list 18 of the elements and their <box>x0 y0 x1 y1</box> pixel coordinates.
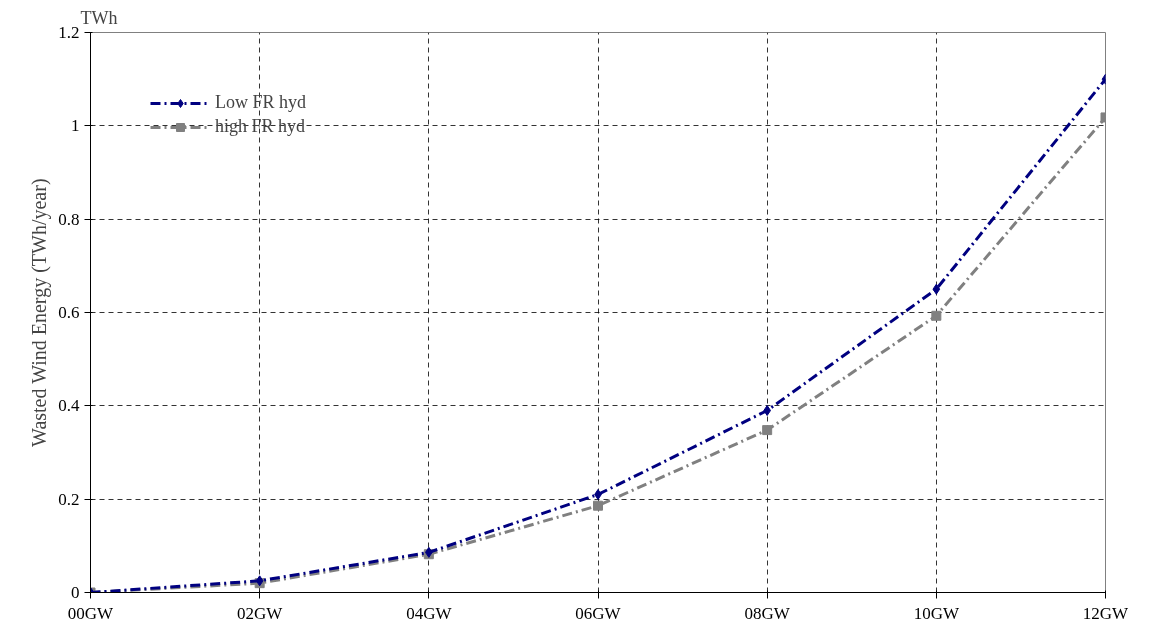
y-tick-label: 0.8 <box>58 209 80 229</box>
x-tick-label: 00GW <box>67 603 115 623</box>
x-tick-label: 12GW <box>1082 603 1130 623</box>
x-tick-label: 10GW <box>913 603 960 623</box>
y-tick-label: 0.4 <box>58 396 80 416</box>
legend-label: Low FR hyd <box>215 92 307 113</box>
y-tick-label: 0.6 <box>58 303 80 322</box>
x-tick-label: 06GW <box>575 603 622 623</box>
y-tick-label: 0.2 <box>58 489 80 509</box>
y-tick-label: 1 <box>71 116 80 136</box>
x-tick-label: 08GW <box>744 603 791 623</box>
y-axis-title: Wasted Wind Energy (TWh/year) <box>28 178 52 447</box>
y-tick-label: 1.2 <box>58 23 80 42</box>
y-tick-label: 0 <box>71 583 80 602</box>
text: TWh <box>80 7 118 28</box>
x-tick-label: 02GW <box>237 603 284 623</box>
legend-label: high FR hyd <box>215 116 306 137</box>
x-tick-label: 04GW <box>406 603 453 623</box>
